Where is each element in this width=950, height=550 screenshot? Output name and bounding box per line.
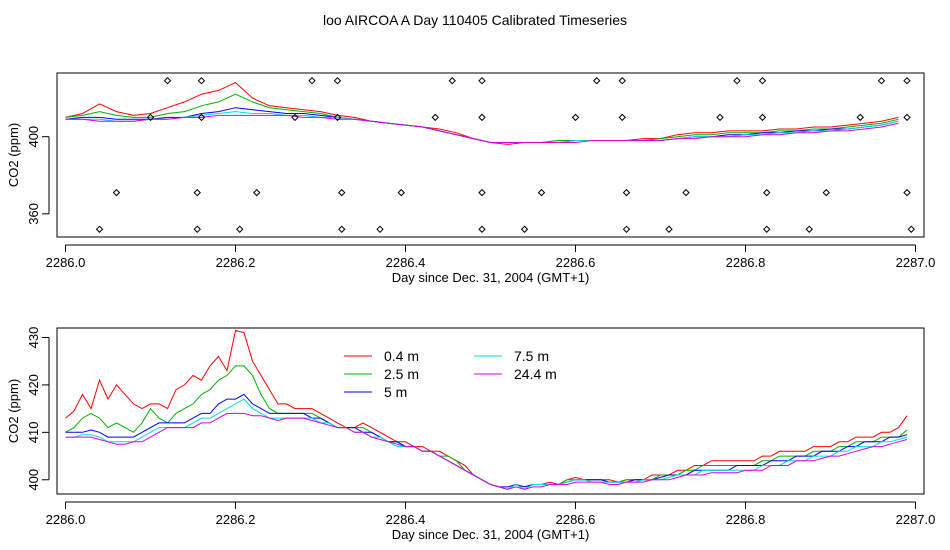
diamond-marker: [236, 225, 244, 233]
y-tick-label: 400: [26, 126, 41, 148]
y-tick-label: 430: [26, 327, 41, 349]
diamond-marker: [193, 188, 201, 197]
x-tick-label: 2286.8: [726, 255, 766, 270]
plot-area: [65, 77, 915, 233]
diamond-marker: [877, 77, 886, 85]
legend-label: 24.4 m: [514, 366, 557, 382]
legend: 0.4 m 2.5 m 5 m 7.5 m 24.4 m: [344, 348, 557, 400]
x-tick-label: 2286.2: [216, 255, 256, 270]
diamond-marker: [903, 113, 911, 122]
diamond-marker: [903, 77, 911, 85]
x-tick-label: 2286.8: [726, 512, 766, 527]
diamond-marker: [571, 113, 580, 122]
diamond-marker: [758, 77, 767, 85]
diamond-marker: [197, 77, 206, 85]
diamond-marker: [537, 188, 546, 197]
x-tick-label: 2287.0: [896, 255, 936, 270]
diamond-marker: [146, 113, 155, 122]
diamond-marker: [197, 113, 206, 122]
diamond-marker: [763, 188, 771, 197]
chart-title: loo AIRCOA A Day 110405 Calibrated Times…: [323, 12, 627, 28]
diamond-marker: [682, 188, 690, 197]
diamond-marker: [478, 113, 486, 122]
y-tick-label: 360: [26, 203, 41, 225]
x-tick-label: 2286.0: [46, 512, 86, 527]
x-tick-label: 2286.4: [386, 255, 426, 270]
diamond-marker: [622, 188, 631, 197]
diamond-marker: [763, 225, 771, 233]
diamond-marker: [448, 77, 456, 85]
series-line-5-m: [65, 107, 899, 143]
x-tick-label: 2286.4: [386, 512, 426, 527]
x-tick-label: 2286.0: [46, 255, 86, 270]
diamond-marker: [733, 77, 741, 85]
series-line-5-m: [65, 393, 908, 488]
top-panel: 2286.0 2286.2 2286.4 2286.6 2286.8 2287.0 Day …: [6, 72, 936, 285]
diamond-marker: [520, 225, 529, 233]
legend-label: 0.4 m: [384, 348, 419, 364]
bottom-panel: 2286.0 2286.2 2286.4 2286.6 2286.8 2287.0 Day …: [6, 327, 935, 542]
legend-label: 2.5 m: [384, 366, 419, 382]
series-line-2-5-m: [65, 93, 899, 143]
diamond-marker: [431, 113, 439, 122]
diamond-marker: [903, 188, 911, 197]
diamond-marker: [478, 225, 486, 233]
diamond-marker: [338, 225, 346, 233]
y-axis-label: CO2 (ppm): [6, 379, 21, 443]
diamond-marker: [618, 113, 626, 122]
series-line-7-5-m: [65, 398, 908, 490]
plot-area: [65, 329, 908, 490]
y-axis-label: CO2 (ppm): [6, 123, 21, 187]
diamond-marker: [758, 113, 767, 122]
diamond-marker: [907, 225, 915, 233]
diamond-marker: [397, 188, 405, 197]
x-tick-label: 2286.6: [556, 512, 596, 527]
diamond-marker: [308, 77, 316, 85]
plot-frame: [56, 72, 925, 238]
series-line-24-4-m: [65, 412, 908, 490]
diamond-marker: [593, 77, 601, 85]
diamond-marker: [622, 225, 631, 233]
diamond-marker: [665, 225, 673, 233]
diamond-marker: [376, 225, 384, 233]
diamond-marker: [716, 113, 724, 122]
marker-series: [95, 77, 915, 233]
diamond-marker: [163, 77, 172, 85]
series-line-7-5-m: [65, 111, 899, 143]
legend-label: 7.5 m: [514, 348, 549, 364]
x-axis-label: Day since Dec. 31, 2004 (GMT+1): [392, 527, 590, 542]
diamond-marker: [856, 113, 864, 122]
x-tick-label: 2286.6: [556, 255, 596, 270]
diamond-marker: [95, 225, 104, 233]
diamond-marker: [333, 77, 342, 85]
series-line-24-4-m: [65, 114, 899, 143]
diamond-marker: [193, 225, 201, 233]
x-axis-label: Day since Dec. 31, 2004 (GMT+1): [392, 270, 590, 285]
y-tick-label: 400: [26, 469, 41, 491]
diamond-marker: [333, 113, 342, 122]
diamond-marker: [822, 188, 830, 197]
diamond-marker: [618, 77, 626, 85]
diamond-marker: [478, 77, 486, 85]
x-tick-label: 2286.2: [216, 512, 256, 527]
diamond-marker: [291, 113, 299, 122]
legend-label: 5 m: [384, 384, 407, 400]
diamond-marker: [253, 188, 261, 197]
diamond-marker: [805, 225, 813, 233]
diamond-marker: [112, 188, 121, 197]
y-tick-label: 410: [26, 421, 41, 443]
plot-frame: [56, 327, 925, 495]
y-tick-label: 420: [26, 374, 41, 396]
x-tick-label: 2287.0: [896, 512, 936, 527]
diamond-marker: [478, 188, 486, 197]
diamond-marker: [338, 188, 346, 197]
